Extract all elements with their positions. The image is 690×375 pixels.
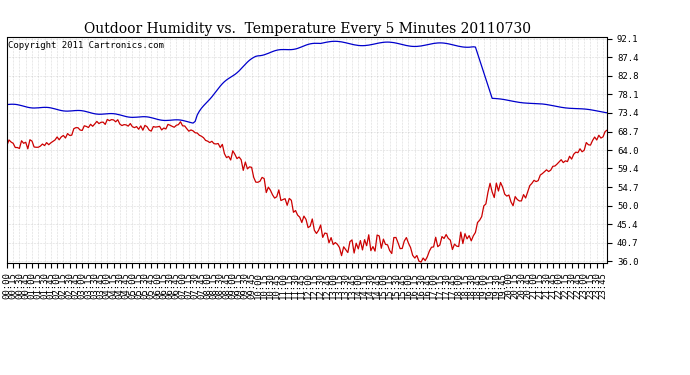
Text: Copyright 2011 Cartronics.com: Copyright 2011 Cartronics.com xyxy=(8,41,164,50)
Title: Outdoor Humidity vs.  Temperature Every 5 Minutes 20110730: Outdoor Humidity vs. Temperature Every 5… xyxy=(83,22,531,36)
